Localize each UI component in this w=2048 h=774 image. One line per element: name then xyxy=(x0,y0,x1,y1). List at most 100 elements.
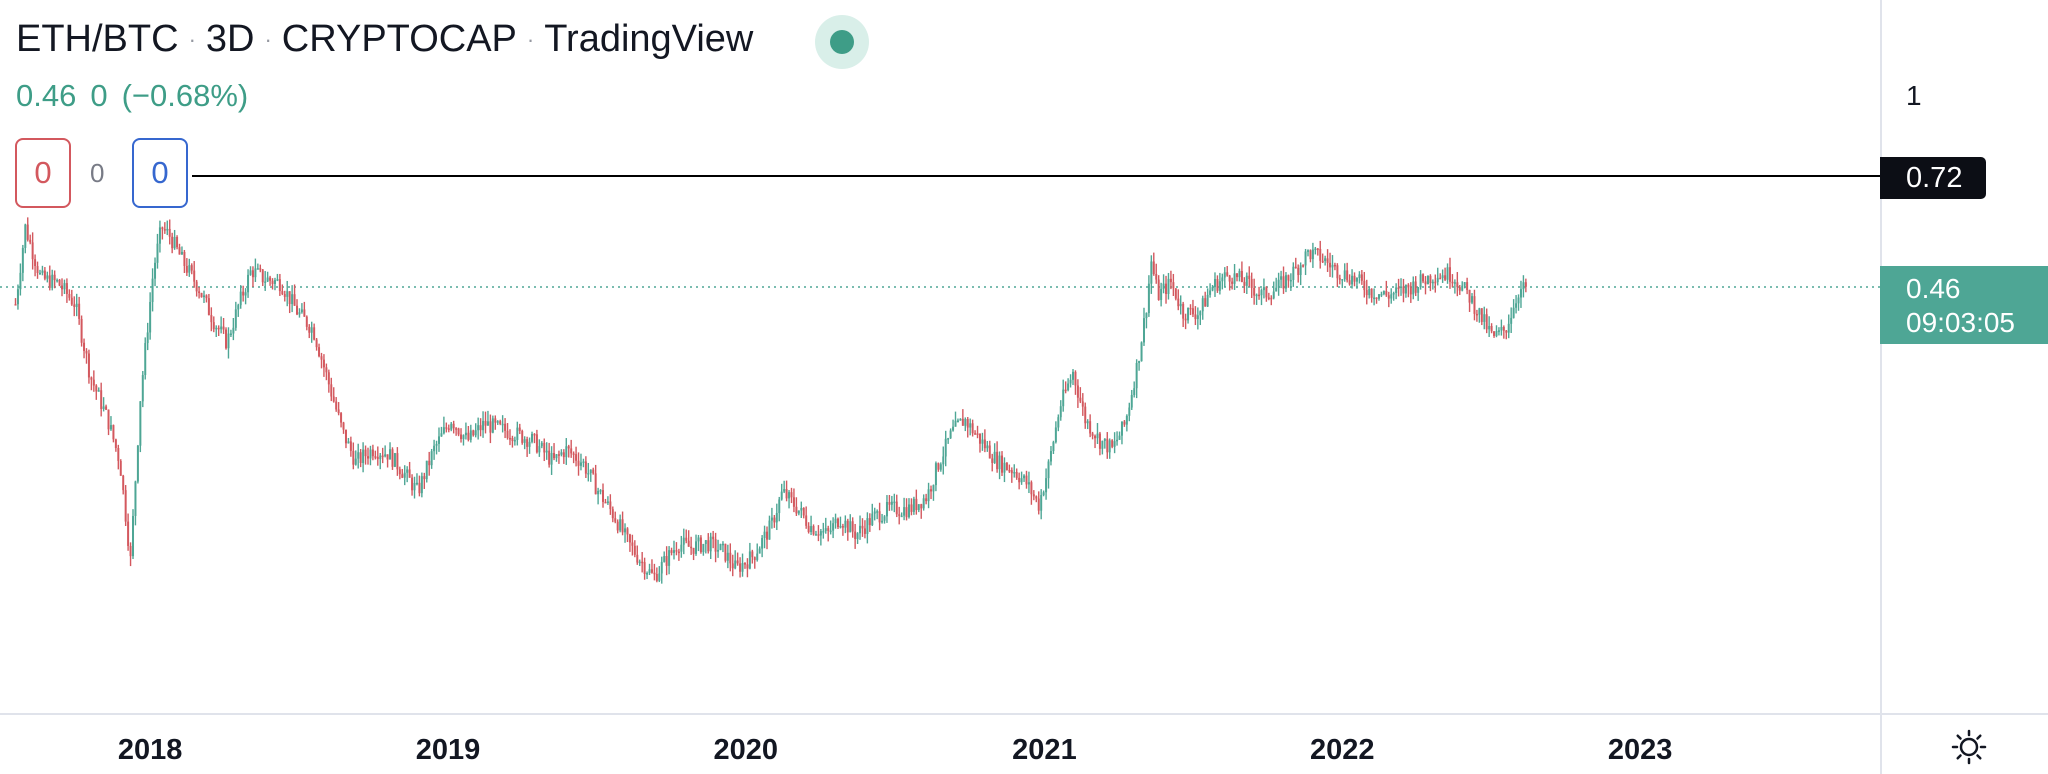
candle-body xyxy=(650,569,653,573)
candle-body xyxy=(1319,248,1322,261)
time-axis[interactable] xyxy=(0,713,1880,774)
candle-body xyxy=(805,515,808,526)
candle-body xyxy=(322,359,325,368)
candle-body xyxy=(1091,433,1094,436)
candle-body xyxy=(881,520,884,523)
candle-body xyxy=(954,420,957,427)
candle-body xyxy=(48,275,51,288)
candle-body xyxy=(631,542,634,546)
candle-body xyxy=(173,236,176,249)
candle-body xyxy=(680,544,683,552)
legend-separator: · xyxy=(188,26,196,52)
candle-body xyxy=(1336,265,1339,279)
candle-body xyxy=(315,339,318,348)
candle-body xyxy=(597,490,600,495)
candle-body xyxy=(460,434,463,440)
time-axis-label-2022: 2022 xyxy=(1310,734,1375,766)
candle-body xyxy=(273,280,276,284)
candle-body xyxy=(227,333,230,349)
candle-body xyxy=(36,266,39,273)
candle-body xyxy=(579,462,582,466)
candle-body xyxy=(1387,295,1390,299)
candle-body xyxy=(937,463,940,470)
candle-body xyxy=(457,428,460,435)
candle-body xyxy=(376,456,379,460)
candle-body xyxy=(741,563,744,572)
candle-body xyxy=(898,514,901,516)
interval-label[interactable]: 3D xyxy=(205,18,255,60)
candle-body xyxy=(65,283,68,294)
candle-body xyxy=(565,446,568,458)
candle-body xyxy=(151,278,154,302)
candle-body xyxy=(92,379,95,386)
candle-body xyxy=(1076,385,1079,398)
candle-body xyxy=(712,536,715,540)
candle-body xyxy=(1519,289,1522,298)
candle-body xyxy=(1419,274,1422,288)
candle-body xyxy=(1302,265,1305,267)
candle-body xyxy=(871,513,874,526)
candle-body xyxy=(878,511,881,523)
candle-body xyxy=(1201,298,1204,312)
candle-body xyxy=(1493,331,1496,336)
candle-body xyxy=(212,322,215,330)
candle-body xyxy=(518,427,521,431)
candle-body xyxy=(959,418,962,421)
candle-body xyxy=(1045,478,1048,493)
candle-body xyxy=(1138,361,1141,363)
symbol-label[interactable]: ETH/BTC xyxy=(16,18,179,60)
candle-body xyxy=(171,236,174,249)
candle-body xyxy=(785,489,788,499)
settings-sun-icon[interactable] xyxy=(1951,729,1987,765)
candle-body xyxy=(1052,442,1055,452)
candle-body xyxy=(1253,287,1256,296)
candle-body xyxy=(562,452,565,458)
candle-body xyxy=(1441,275,1444,278)
candle-body xyxy=(403,472,406,478)
candle-body xyxy=(112,425,115,440)
candle-body xyxy=(1194,314,1197,320)
candle-body xyxy=(1258,294,1261,297)
candle-body xyxy=(739,563,742,572)
candle-body xyxy=(1160,288,1163,300)
counter-red[interactable]: 0 xyxy=(15,138,71,208)
candle-body xyxy=(966,419,969,428)
candle-body xyxy=(1245,275,1248,286)
candle-body xyxy=(244,292,247,296)
candle-body xyxy=(653,572,656,575)
candle-body xyxy=(1086,421,1089,424)
market-status-icon[interactable] xyxy=(815,15,869,69)
candle-body xyxy=(114,439,117,449)
counter-blue[interactable]: 0 xyxy=(132,138,188,208)
candle-body xyxy=(330,384,333,397)
candle-body xyxy=(251,270,254,278)
candle-body xyxy=(337,409,340,414)
candle-body xyxy=(359,452,362,464)
candle-body xyxy=(1307,250,1310,252)
candle-body xyxy=(1228,275,1231,282)
candle-body xyxy=(626,528,629,535)
candle-body xyxy=(827,528,830,531)
candle-body xyxy=(1199,311,1202,316)
candle-body xyxy=(1463,282,1466,286)
candle-body xyxy=(714,539,717,552)
candle-body xyxy=(575,454,578,461)
chart-canvas[interactable] xyxy=(0,0,1880,713)
price-scale[interactable] xyxy=(1880,0,2048,713)
chart-area[interactable] xyxy=(0,0,1880,713)
candle-body xyxy=(484,420,487,426)
candle-body xyxy=(1079,397,1082,402)
candle-body xyxy=(743,563,746,565)
candle-body xyxy=(1311,249,1314,260)
candle-body xyxy=(528,441,531,447)
candle-body xyxy=(1001,455,1004,473)
candle-body xyxy=(1385,291,1388,296)
candle-body xyxy=(313,327,316,340)
candle-body xyxy=(1018,477,1021,483)
candle-body xyxy=(342,422,345,430)
candle-body xyxy=(249,270,252,275)
candle-body xyxy=(692,547,695,554)
candle-body xyxy=(29,239,32,243)
candle-body xyxy=(190,265,193,271)
candle-body xyxy=(325,367,328,373)
